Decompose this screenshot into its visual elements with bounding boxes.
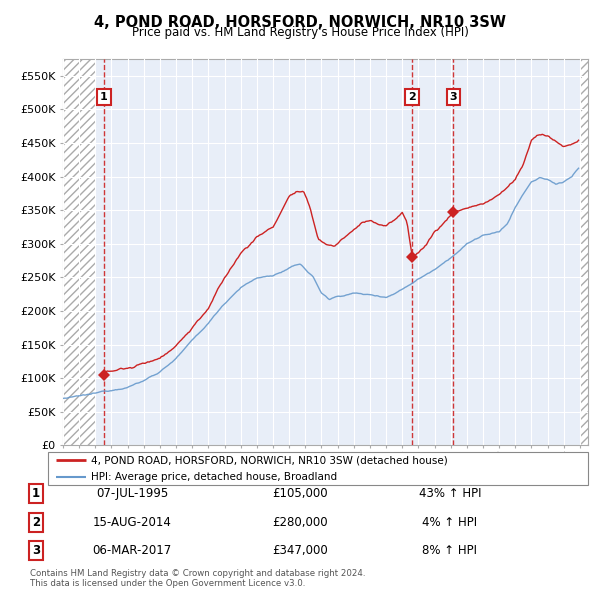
Text: 3: 3 <box>449 92 457 102</box>
Text: HPI: Average price, detached house, Broadland: HPI: Average price, detached house, Broa… <box>91 472 338 482</box>
Text: 1: 1 <box>100 92 108 102</box>
Bar <box>580 59 588 445</box>
Text: 43% ↑ HPI: 43% ↑ HPI <box>419 487 481 500</box>
Text: 8% ↑ HPI: 8% ↑ HPI <box>422 544 478 557</box>
Text: 07-JUL-1995: 07-JUL-1995 <box>96 487 168 500</box>
Text: 3: 3 <box>32 544 40 557</box>
Text: £280,000: £280,000 <box>272 516 328 529</box>
Text: 06-MAR-2017: 06-MAR-2017 <box>92 544 172 557</box>
Text: 4, POND ROAD, HORSFORD, NORWICH, NR10 3SW: 4, POND ROAD, HORSFORD, NORWICH, NR10 3S… <box>94 15 506 30</box>
Text: 2: 2 <box>32 516 40 529</box>
Text: 4% ↑ HPI: 4% ↑ HPI <box>422 516 478 529</box>
Text: 1: 1 <box>32 487 40 500</box>
Text: Price paid vs. HM Land Registry's House Price Index (HPI): Price paid vs. HM Land Registry's House … <box>131 26 469 39</box>
Text: £105,000: £105,000 <box>272 487 328 500</box>
Text: 4, POND ROAD, HORSFORD, NORWICH, NR10 3SW (detached house): 4, POND ROAD, HORSFORD, NORWICH, NR10 3S… <box>91 455 448 465</box>
Bar <box>63 59 95 445</box>
FancyBboxPatch shape <box>48 451 588 486</box>
Text: £347,000: £347,000 <box>272 544 328 557</box>
Text: 15-AUG-2014: 15-AUG-2014 <box>92 516 172 529</box>
Bar <box>580 59 588 445</box>
Bar <box>63 59 95 445</box>
Text: Contains HM Land Registry data © Crown copyright and database right 2024.
This d: Contains HM Land Registry data © Crown c… <box>30 569 365 588</box>
Text: 2: 2 <box>409 92 416 102</box>
